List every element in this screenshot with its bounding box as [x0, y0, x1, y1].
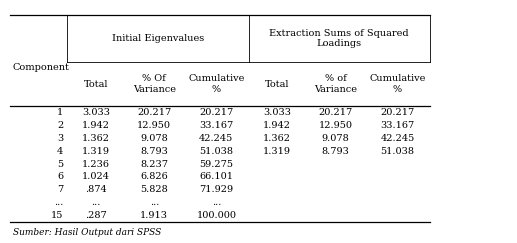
Text: 42.245: 42.245: [381, 134, 415, 143]
Text: Initial Eigenvalues: Initial Eigenvalues: [112, 34, 204, 43]
Text: 6: 6: [57, 172, 64, 182]
Text: 3.033: 3.033: [82, 108, 110, 117]
Text: Extraction Sums of Squared
Loadings: Extraction Sums of Squared Loadings: [269, 29, 409, 48]
Text: 1.942: 1.942: [263, 121, 291, 130]
Text: 12.950: 12.950: [138, 121, 171, 130]
Text: ...: ...: [211, 198, 221, 207]
Text: .874: .874: [85, 185, 107, 194]
Text: 1.913: 1.913: [140, 211, 168, 220]
Text: Total: Total: [265, 80, 290, 89]
Text: 9.078: 9.078: [141, 134, 168, 143]
Text: 3.033: 3.033: [263, 108, 291, 117]
Text: 5.828: 5.828: [141, 185, 168, 194]
Text: 1.942: 1.942: [82, 121, 110, 130]
Text: 1.236: 1.236: [82, 160, 110, 169]
Text: 7: 7: [57, 185, 64, 194]
Text: 6.826: 6.826: [141, 172, 168, 182]
Text: % of
Variance: % of Variance: [314, 74, 357, 94]
Text: 71.929: 71.929: [199, 185, 233, 194]
Text: 33.167: 33.167: [199, 121, 234, 130]
Text: Component: Component: [13, 63, 70, 72]
Text: 20.217: 20.217: [318, 108, 353, 117]
Text: 51.038: 51.038: [381, 147, 415, 156]
Text: Cumulative
%: Cumulative %: [188, 74, 245, 94]
Text: 66.101: 66.101: [200, 172, 233, 182]
Text: 2: 2: [57, 121, 64, 130]
Text: % Of
Variance: % Of Variance: [133, 74, 176, 94]
Text: 5: 5: [57, 160, 64, 169]
Text: 100.000: 100.000: [196, 211, 236, 220]
Text: 1: 1: [57, 108, 64, 117]
Text: .287: .287: [85, 211, 107, 220]
Text: 15: 15: [51, 211, 64, 220]
Text: 20.217: 20.217: [137, 108, 172, 117]
Text: 42.245: 42.245: [199, 134, 234, 143]
Text: 8.793: 8.793: [140, 147, 168, 156]
Text: Total: Total: [84, 80, 108, 89]
Text: Sumber: Hasil Output dari SPSS: Sumber: Hasil Output dari SPSS: [13, 228, 161, 237]
Text: 8.793: 8.793: [322, 147, 349, 156]
Text: 20.217: 20.217: [381, 108, 415, 117]
Text: 1.319: 1.319: [82, 147, 110, 156]
Text: 12.950: 12.950: [318, 121, 353, 130]
Text: 1.362: 1.362: [82, 134, 110, 143]
Text: ...: ...: [92, 198, 101, 207]
Text: 1.362: 1.362: [263, 134, 291, 143]
Text: 8.237: 8.237: [140, 160, 168, 169]
Text: ...: ...: [54, 198, 64, 207]
Text: 59.275: 59.275: [200, 160, 233, 169]
Text: 1.024: 1.024: [82, 172, 110, 182]
Text: 9.078: 9.078: [322, 134, 349, 143]
Text: 3: 3: [57, 134, 64, 143]
Text: 51.038: 51.038: [200, 147, 233, 156]
Text: 20.217: 20.217: [199, 108, 234, 117]
Text: 4: 4: [57, 147, 64, 156]
Text: Cumulative
%: Cumulative %: [369, 74, 425, 94]
Text: ...: ...: [149, 198, 159, 207]
Text: 1.319: 1.319: [263, 147, 291, 156]
Text: 33.167: 33.167: [381, 121, 415, 130]
